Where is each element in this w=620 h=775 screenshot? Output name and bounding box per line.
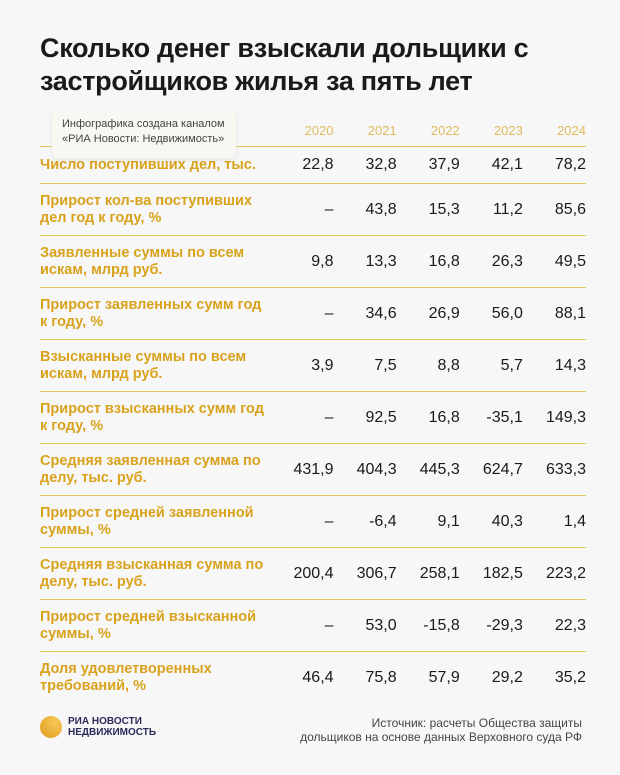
value-cell: – xyxy=(324,408,334,426)
value-cell: – xyxy=(324,616,334,634)
value-cell: 35,2 xyxy=(554,668,586,686)
row-label: Прирост взысканных сумм год к году, % xyxy=(40,400,264,434)
value-cell: 85,6 xyxy=(554,200,586,218)
value-cell: 22,3 xyxy=(554,616,586,634)
table-row: Средняя заявленная сумма по делу, тыс. р… xyxy=(40,444,586,496)
value-cell: 13,3 xyxy=(365,252,397,270)
value-cell: 149,3 xyxy=(545,408,586,426)
value-cell: -15,8 xyxy=(423,616,460,634)
value-cell: 16,8 xyxy=(428,408,460,426)
row-label: Заявленные суммы по всем искам, млрд руб… xyxy=(40,244,245,278)
value-cell: – xyxy=(324,304,334,322)
source-note: Источник: расчеты Общества защиты дольщи… xyxy=(300,716,582,744)
value-cell: 57,9 xyxy=(428,668,460,686)
value-cell: 26,3 xyxy=(491,252,523,270)
table-row: Доля удовлетворенных требований, % 46,4 75… xyxy=(40,652,586,704)
value-cell: 8,8 xyxy=(437,356,460,374)
value-cell: 7,5 xyxy=(374,356,397,374)
value-cell: – xyxy=(324,200,334,218)
year-header: 2021 xyxy=(367,123,397,138)
value-cell: 53,0 xyxy=(365,616,397,634)
table-row: Прирост заявленных сумм год к году, % – 34… xyxy=(40,288,586,340)
ria-logo-icon xyxy=(40,716,62,738)
value-cell: -29,3 xyxy=(486,616,523,634)
logo-line: НЕДВИЖИМОСТЬ xyxy=(68,727,157,738)
value-cell: 78,2 xyxy=(554,156,586,173)
value-cell: -6,4 xyxy=(369,512,397,530)
value-cell: 445,3 xyxy=(419,460,460,478)
value-cell: 49,5 xyxy=(554,252,586,270)
year-header: 2023 xyxy=(493,123,523,138)
value-cell: 3,9 xyxy=(311,356,334,374)
value-cell: 88,1 xyxy=(554,304,586,322)
table-row: Взысканные суммы по всем искам, млрд руб… xyxy=(40,340,586,392)
logo-line: РИА НОВОСТИ xyxy=(68,716,142,727)
row-label: Средняя заявленная сумма по делу, тыс. р… xyxy=(40,452,261,486)
year-header: 2020 xyxy=(304,123,334,138)
year-header: 2022 xyxy=(430,123,460,138)
value-cell: 404,3 xyxy=(356,460,397,478)
value-cell: 306,7 xyxy=(356,564,397,582)
value-cell: 9,1 xyxy=(437,512,460,530)
row-label: Прирост средней заявленной суммы, % xyxy=(40,504,254,538)
value-cell: 46,4 xyxy=(302,668,334,686)
value-cell: -35,1 xyxy=(486,408,523,426)
value-cell: 9,8 xyxy=(311,252,334,270)
data-table: 2020 2021 2022 2023 2024 Число поступивш… xyxy=(40,115,586,703)
channel-note: Инфографика создана каналом «РИА Новости… xyxy=(52,110,236,158)
logo-text: РИА НОВОСТИ НЕДВИЖИМОСТЬ xyxy=(68,716,156,738)
table-row: Прирост средней заявленной суммы, % – -6,4… xyxy=(40,496,586,548)
row-label: Взысканные суммы по всем искам, млрд руб… xyxy=(40,348,247,382)
value-cell: 42,1 xyxy=(491,156,523,173)
row-label: Средняя взысканная сумма по делу, тыс. р… xyxy=(40,556,264,590)
table-row: Прирост взысканных сумм год к году, % – 92… xyxy=(40,392,586,444)
value-cell: 29,2 xyxy=(491,668,523,686)
value-cell: 40,3 xyxy=(491,512,523,530)
value-cell: 14,3 xyxy=(554,356,586,374)
value-cell: 92,5 xyxy=(365,408,397,426)
header-row: 2020 2021 2022 2023 2024 xyxy=(40,115,586,147)
value-cell: 75,8 xyxy=(365,668,397,686)
note-line: Инфографика создана каналом xyxy=(62,118,225,130)
value-cell: 223,2 xyxy=(545,564,586,582)
value-cell: 34,6 xyxy=(365,304,397,322)
table-row: Прирост кол-ва поступивших дел год к год… xyxy=(40,184,586,236)
row-label: Доля удовлетворенных требований, % xyxy=(40,660,212,694)
value-cell: – xyxy=(324,512,334,530)
table-row: Заявленные суммы по всем искам, млрд руб… xyxy=(40,236,586,288)
value-cell: 15,3 xyxy=(428,200,460,218)
table-row: Средняя взысканная сумма по делу, тыс. р… xyxy=(40,548,586,600)
value-cell: 624,7 xyxy=(482,460,523,478)
page-title: Сколько денег взыскали дольщики с застро… xyxy=(40,33,529,96)
row-label: Прирост кол-ва поступивших дел год к год… xyxy=(40,192,252,226)
source-line: Источник: расчеты Общества защиты xyxy=(371,716,582,730)
source-line: дольщиков на основе данных Верховного су… xyxy=(300,730,582,744)
value-cell: 431,9 xyxy=(293,460,334,478)
value-cell: 258,1 xyxy=(419,564,460,582)
value-cell: 182,5 xyxy=(482,564,523,582)
row-label: Прирост средней взысканной суммы, % xyxy=(40,608,257,642)
row-label: Число поступивших дел, тыс. xyxy=(40,156,256,173)
value-cell: 26,9 xyxy=(428,304,460,322)
value-cell: 43,8 xyxy=(365,200,397,218)
note-line: «РИА Новости: Недвижимость» xyxy=(62,133,225,145)
value-cell: 200,4 xyxy=(293,564,334,582)
table-row: Прирост средней взысканной суммы, % – 53,0… xyxy=(40,600,586,652)
value-cell: 56,0 xyxy=(491,304,523,322)
value-cell: 1,4 xyxy=(563,512,586,530)
value-cell: 37,9 xyxy=(428,156,460,173)
logo: РИА НОВОСТИ НЕДВИЖИМОСТЬ xyxy=(40,716,156,738)
value-cell: 11,2 xyxy=(492,200,523,218)
row-label: Прирост заявленных сумм год к году, % xyxy=(40,296,262,330)
year-header: 2024 xyxy=(557,123,586,138)
value-cell: 22,8 xyxy=(302,156,334,173)
value-cell: 16,8 xyxy=(428,252,460,270)
value-cell: 633,3 xyxy=(545,460,586,478)
value-cell: 32,8 xyxy=(365,156,397,173)
table-row: Число поступивших дел, тыс. 22,8 32,8 37,9 4… xyxy=(40,147,586,184)
value-cell: 5,7 xyxy=(500,356,523,374)
